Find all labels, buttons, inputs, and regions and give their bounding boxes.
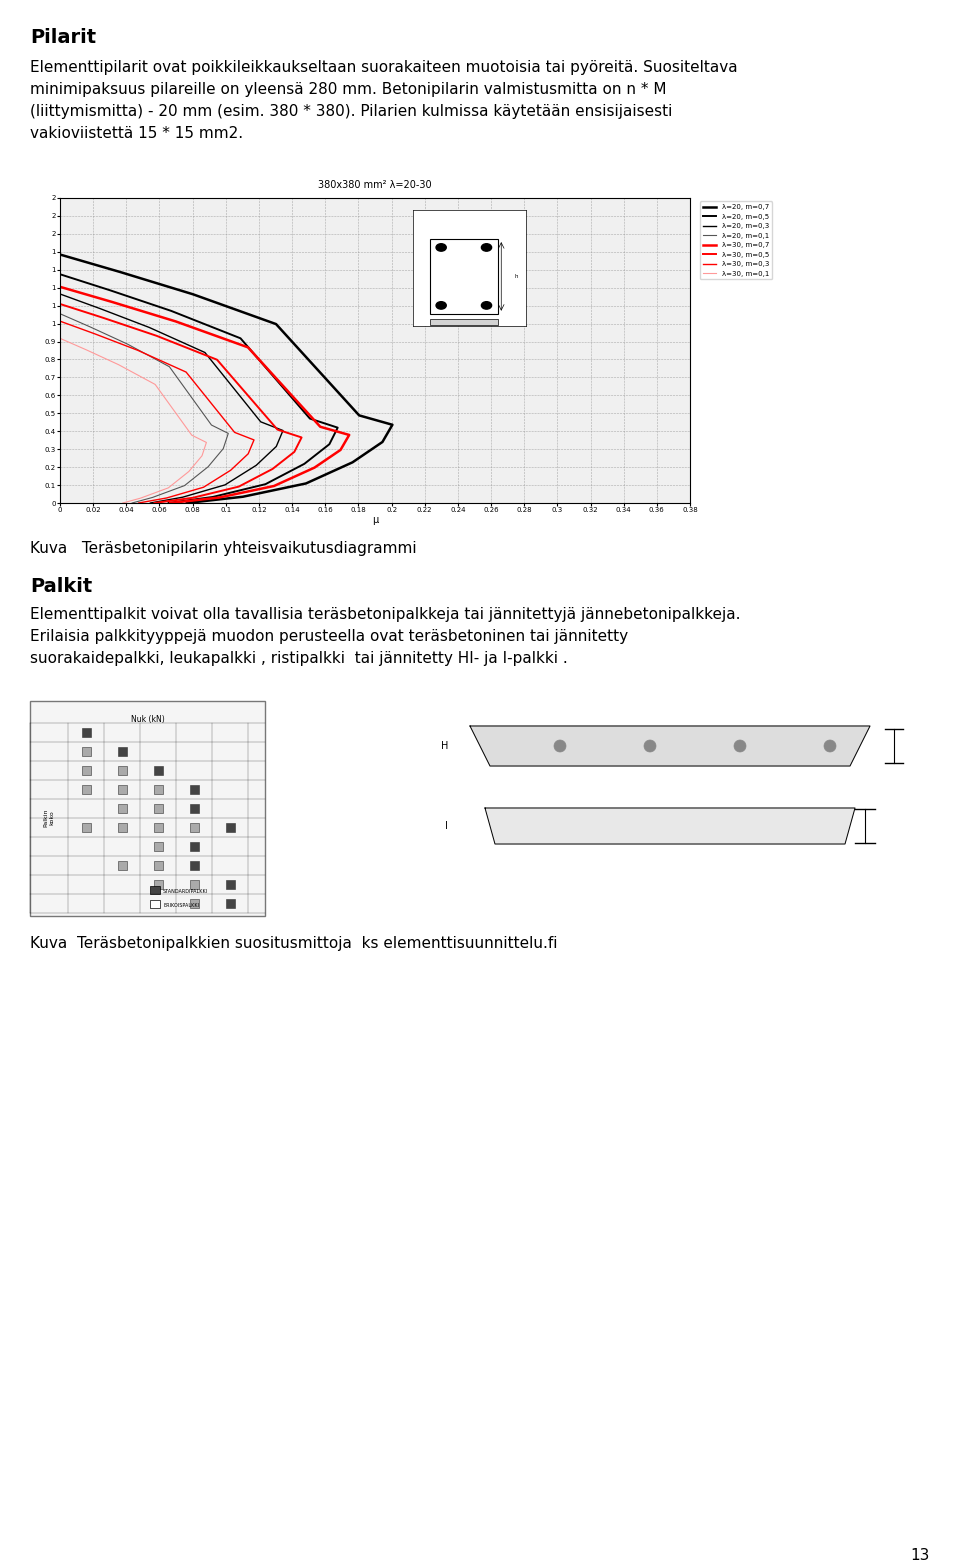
Bar	[117, 804, 127, 813]
Bar	[82, 766, 90, 776]
Polygon shape	[485, 809, 855, 845]
Bar	[189, 899, 199, 907]
Bar	[189, 804, 199, 813]
Circle shape	[554, 740, 566, 752]
Text: Elementtipilarit ovat poikkileikkaukseltaan suorakaiteen muotoisia tai pyöreitä.: Elementtipilarit ovat poikkileikkaukselt…	[30, 60, 737, 75]
Text: (liittymismitta) - 20 mm (esim. 380 * 380). Pilarien kulmissa käytetään ensisija: (liittymismitta) - 20 mm (esim. 380 * 38…	[30, 103, 672, 119]
Bar	[82, 785, 90, 794]
Text: suorakaidepalkki, leukapalkki , ristipalkki  tai jännitetty HI- ja I-palkki .: suorakaidepalkki, leukapalkki , ristipal…	[30, 650, 567, 666]
Bar	[117, 785, 127, 794]
Bar	[154, 823, 162, 832]
Text: Erilaisia palkkityyppejä muodon perusteella ovat teräsbetoninen tai jännitetty: Erilaisia palkkityyppejä muodon perustee…	[30, 628, 628, 644]
Bar	[226, 823, 234, 832]
Bar	[154, 785, 162, 794]
Bar	[154, 860, 162, 870]
Text: Kuva  Teräsbetonipalkkien suositusmittoja  ks elementtisuunnittelu.fi: Kuva Teräsbetonipalkkien suositusmittoja…	[30, 935, 558, 951]
Legend: λ=20, m=0,7, λ=20, m=0,5, λ=20, m=0,3, λ=20, m=0,1, λ=30, m=0,7, λ=30, m=0,5, λ=: λ=20, m=0,7, λ=20, m=0,5, λ=20, m=0,3, λ…	[700, 202, 772, 279]
Bar	[154, 841, 162, 851]
Circle shape	[734, 740, 746, 752]
Text: Palkin
koko: Palkin koko	[43, 809, 55, 827]
Text: Kuva   Teräsbetonipilarin yhteisvaikutusdiagrammi: Kuva Teräsbetonipilarin yhteisvaikutusdi…	[30, 541, 417, 556]
Bar	[189, 860, 199, 870]
Text: vakioviistettä 15 * 15 mm2.: vakioviistettä 15 * 15 mm2.	[30, 125, 243, 141]
X-axis label: μ: μ	[372, 514, 378, 525]
Text: Elementtipalkit voivat olla tavallisia teräsbetonipalkkeja tai jännitettyjä jänn: Elementtipalkit voivat olla tavallisia t…	[30, 606, 740, 622]
Bar	[82, 823, 90, 832]
Bar	[154, 766, 162, 776]
Bar	[226, 899, 234, 907]
Bar	[82, 747, 90, 755]
Bar	[154, 804, 162, 813]
Text: minimipaksuus pilareille on yleensä 280 mm. Betonipilarin valmistusmitta on n * : minimipaksuus pilareille on yleensä 280 …	[30, 81, 666, 97]
Bar	[150, 885, 160, 895]
Bar	[117, 823, 127, 832]
Text: 380x380 mm² λ=20-30: 380x380 mm² λ=20-30	[318, 180, 432, 190]
Text: 13: 13	[911, 1548, 930, 1562]
Circle shape	[644, 740, 656, 752]
Text: I: I	[445, 821, 448, 831]
Text: STANDARDIPALKKI: STANDARDIPALKKI	[163, 888, 208, 895]
Bar	[117, 747, 127, 755]
Text: Palkit: Palkit	[30, 577, 92, 595]
Bar	[189, 785, 199, 794]
Bar	[189, 823, 199, 832]
Bar	[117, 766, 127, 776]
Text: Nuk (kN): Nuk (kN)	[131, 715, 164, 724]
Bar	[30, 700, 265, 917]
Bar	[226, 881, 234, 888]
Bar	[117, 860, 127, 870]
Bar	[189, 881, 199, 888]
Text: ERIKOISPALKKI: ERIKOISPALKKI	[163, 903, 199, 907]
Bar	[82, 729, 90, 736]
Bar	[189, 841, 199, 851]
Bar	[150, 899, 160, 907]
Polygon shape	[470, 726, 870, 766]
Text: Pilarit: Pilarit	[30, 28, 96, 47]
Circle shape	[824, 740, 836, 752]
Text: H: H	[441, 741, 448, 751]
Bar	[154, 881, 162, 888]
